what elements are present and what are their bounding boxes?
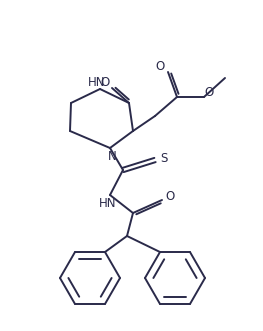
Text: S: S (160, 152, 168, 165)
Text: HN: HN (99, 197, 117, 210)
Text: O: O (100, 75, 110, 88)
Text: HN: HN (88, 75, 106, 88)
Text: O: O (204, 85, 214, 99)
Text: O: O (155, 60, 165, 72)
Text: N: N (108, 150, 116, 163)
Text: O: O (165, 190, 175, 203)
